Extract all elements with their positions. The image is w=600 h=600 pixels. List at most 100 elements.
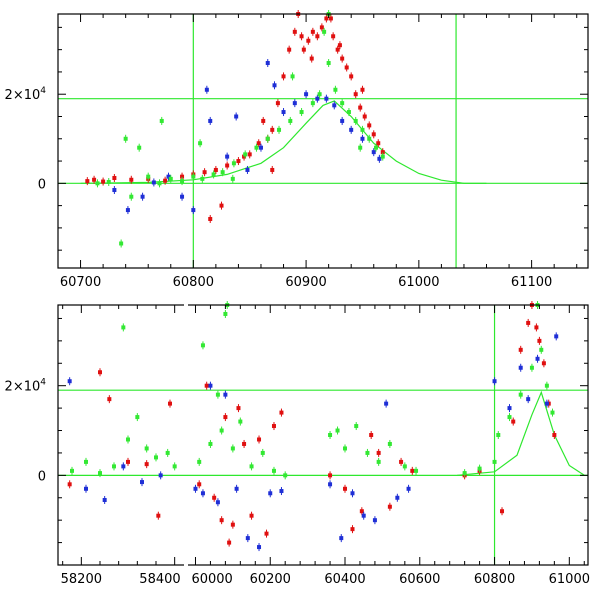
data-point-green xyxy=(477,466,482,471)
x-tick-label: 60600 xyxy=(399,572,440,587)
data-point-green xyxy=(238,419,243,424)
data-point-red xyxy=(204,383,209,388)
data-point-red xyxy=(552,433,557,437)
data-point-red xyxy=(271,424,276,429)
data-point-blue xyxy=(223,392,228,397)
data-point-blue xyxy=(158,473,163,478)
data-point-green xyxy=(343,446,348,451)
data-point-blue xyxy=(324,96,329,101)
data-point-red xyxy=(371,132,376,137)
data-point-green xyxy=(154,455,158,460)
data-point-red xyxy=(264,531,269,536)
data-point-green xyxy=(200,343,205,348)
data-point-red xyxy=(410,468,415,473)
y-tick-label: 2×104 xyxy=(5,86,47,103)
data-point-red xyxy=(362,114,367,119)
data-point-blue xyxy=(140,194,145,199)
data-point-green xyxy=(333,87,338,92)
data-point-blue xyxy=(112,188,117,193)
data-point-green xyxy=(231,161,236,166)
data-point-blue xyxy=(208,118,213,123)
data-point-blue xyxy=(328,482,333,487)
data-point-green xyxy=(360,127,365,132)
data-point-blue xyxy=(140,480,144,485)
data-point-blue xyxy=(371,150,376,155)
data-point-green xyxy=(277,127,282,132)
data-point-red xyxy=(208,216,213,221)
data-point-blue xyxy=(208,383,213,388)
data-point-green xyxy=(211,172,216,177)
data-point-green xyxy=(200,176,205,181)
data-point-green xyxy=(197,459,202,464)
data-point-green xyxy=(322,29,327,34)
data-point-red xyxy=(247,152,252,157)
x-tick-label: 61100 xyxy=(511,275,552,290)
data-point-blue xyxy=(257,545,262,550)
data-point-red xyxy=(126,459,130,464)
data-point-green xyxy=(507,415,512,420)
data-point-green xyxy=(243,152,248,157)
data-point-blue xyxy=(166,174,171,179)
data-point-green xyxy=(299,110,304,115)
data-point-blue xyxy=(265,61,270,66)
data-point-red xyxy=(219,518,224,523)
y-tick-label: 0 xyxy=(38,469,46,484)
data-point-red xyxy=(168,401,172,406)
data-point-green xyxy=(365,450,370,455)
data-point-red xyxy=(156,513,161,518)
data-point-green xyxy=(518,392,523,397)
data-point-red xyxy=(230,522,235,527)
data-point-green xyxy=(98,471,102,476)
data-point-red xyxy=(180,174,185,179)
y-tick-exponent: 4 xyxy=(40,86,46,96)
data-point-green xyxy=(215,392,220,397)
data-point-green xyxy=(165,450,170,455)
data-point-red xyxy=(369,433,374,437)
data-point-blue xyxy=(535,356,540,361)
data-point-green xyxy=(157,181,162,186)
data-point-blue xyxy=(268,491,273,496)
data-point-green xyxy=(112,464,116,469)
data-point-red xyxy=(236,406,241,411)
data-point-green xyxy=(254,145,259,150)
data-point-blue xyxy=(234,486,239,491)
data-point-green xyxy=(230,446,235,451)
data-point-blue xyxy=(292,101,297,106)
data-point-blue xyxy=(332,103,337,108)
data-point-blue xyxy=(377,156,382,161)
data-point-red xyxy=(328,473,333,478)
data-point-red xyxy=(270,127,275,132)
y-tick-exponent: 4 xyxy=(40,378,46,388)
data-point-red xyxy=(387,504,392,509)
data-point-green xyxy=(529,365,534,370)
data-point-blue xyxy=(234,114,239,119)
data-point-blue xyxy=(372,518,377,523)
data-point-green xyxy=(137,145,142,150)
data-point-red xyxy=(144,462,149,467)
data-point-green xyxy=(230,176,235,181)
data-point-red xyxy=(225,163,230,168)
data-point-green xyxy=(353,118,358,123)
data-point-green xyxy=(462,471,467,476)
data-point-red xyxy=(337,43,342,48)
data-point-blue xyxy=(304,92,309,97)
data-point-red xyxy=(376,450,381,455)
data-point-green xyxy=(326,61,331,66)
data-point-red xyxy=(236,159,241,164)
data-point-blue xyxy=(191,208,196,213)
data-point-green xyxy=(223,311,228,316)
data-point-green xyxy=(106,179,111,184)
data-point-red xyxy=(359,509,364,514)
data-point-blue xyxy=(281,110,286,115)
data-point-green xyxy=(317,92,322,97)
data-point-green xyxy=(283,473,288,478)
data-point-red xyxy=(358,105,363,110)
bottom-panel: 58200 58400 60000 60200 60400 60600 60800 61000… xyxy=(5,301,590,587)
data-point-green xyxy=(358,145,363,150)
data-point-blue xyxy=(339,536,344,541)
data-point-green xyxy=(123,136,128,141)
data-point-green xyxy=(168,176,173,181)
data-point-green xyxy=(191,174,196,179)
data-point-red xyxy=(343,486,348,491)
